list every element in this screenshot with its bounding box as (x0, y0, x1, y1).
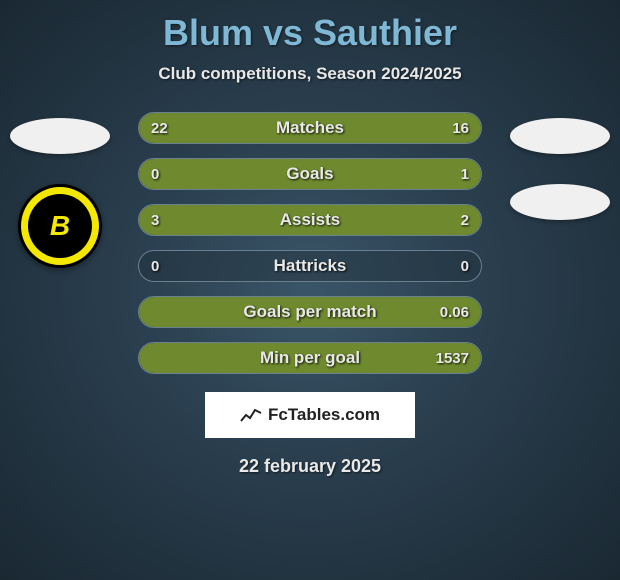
stat-right-value: 1 (461, 159, 469, 189)
team-crest-icon: B 1898 (18, 184, 102, 268)
team-crest-year: 1898 (51, 250, 69, 259)
right-team-badges (510, 118, 610, 220)
stat-row: 22Matches16 (138, 112, 482, 144)
stat-label: Assists (139, 205, 481, 235)
stat-right-value: 0 (461, 251, 469, 281)
stat-label: Goals per match (139, 297, 481, 327)
stat-row: Goals per match0.06 (138, 296, 482, 328)
stat-right-value: 16 (452, 113, 469, 143)
stat-row: 0Goals1 (138, 158, 482, 190)
stat-row: 0Hattricks0 (138, 250, 482, 282)
date-label: 22 february 2025 (0, 456, 620, 477)
stat-label: Goals (139, 159, 481, 189)
source-banner: FcTables.com (205, 392, 415, 438)
stat-row: Min per goal1537 (138, 342, 482, 374)
left-team-badges: B 1898 (10, 118, 110, 268)
subtitle: Club competitions, Season 2024/2025 (0, 64, 620, 84)
stat-label: Min per goal (139, 343, 481, 373)
placeholder-badge-icon (10, 118, 110, 154)
comparison-bars: 22Matches160Goals13Assists20Hattricks0Go… (138, 112, 482, 374)
stat-right-value: 0.06 (440, 297, 469, 327)
team-crest-letter: B (28, 194, 92, 258)
page-title: Blum vs Sauthier (0, 0, 620, 54)
stat-right-value: 2 (461, 205, 469, 235)
placeholder-badge-icon (510, 118, 610, 154)
stat-label: Hattricks (139, 251, 481, 281)
placeholder-badge-icon (510, 184, 610, 220)
chart-line-icon (240, 407, 262, 423)
stat-right-value: 1537 (436, 343, 469, 373)
stat-label: Matches (139, 113, 481, 143)
stat-row: 3Assists2 (138, 204, 482, 236)
banner-label: FcTables.com (268, 405, 380, 425)
